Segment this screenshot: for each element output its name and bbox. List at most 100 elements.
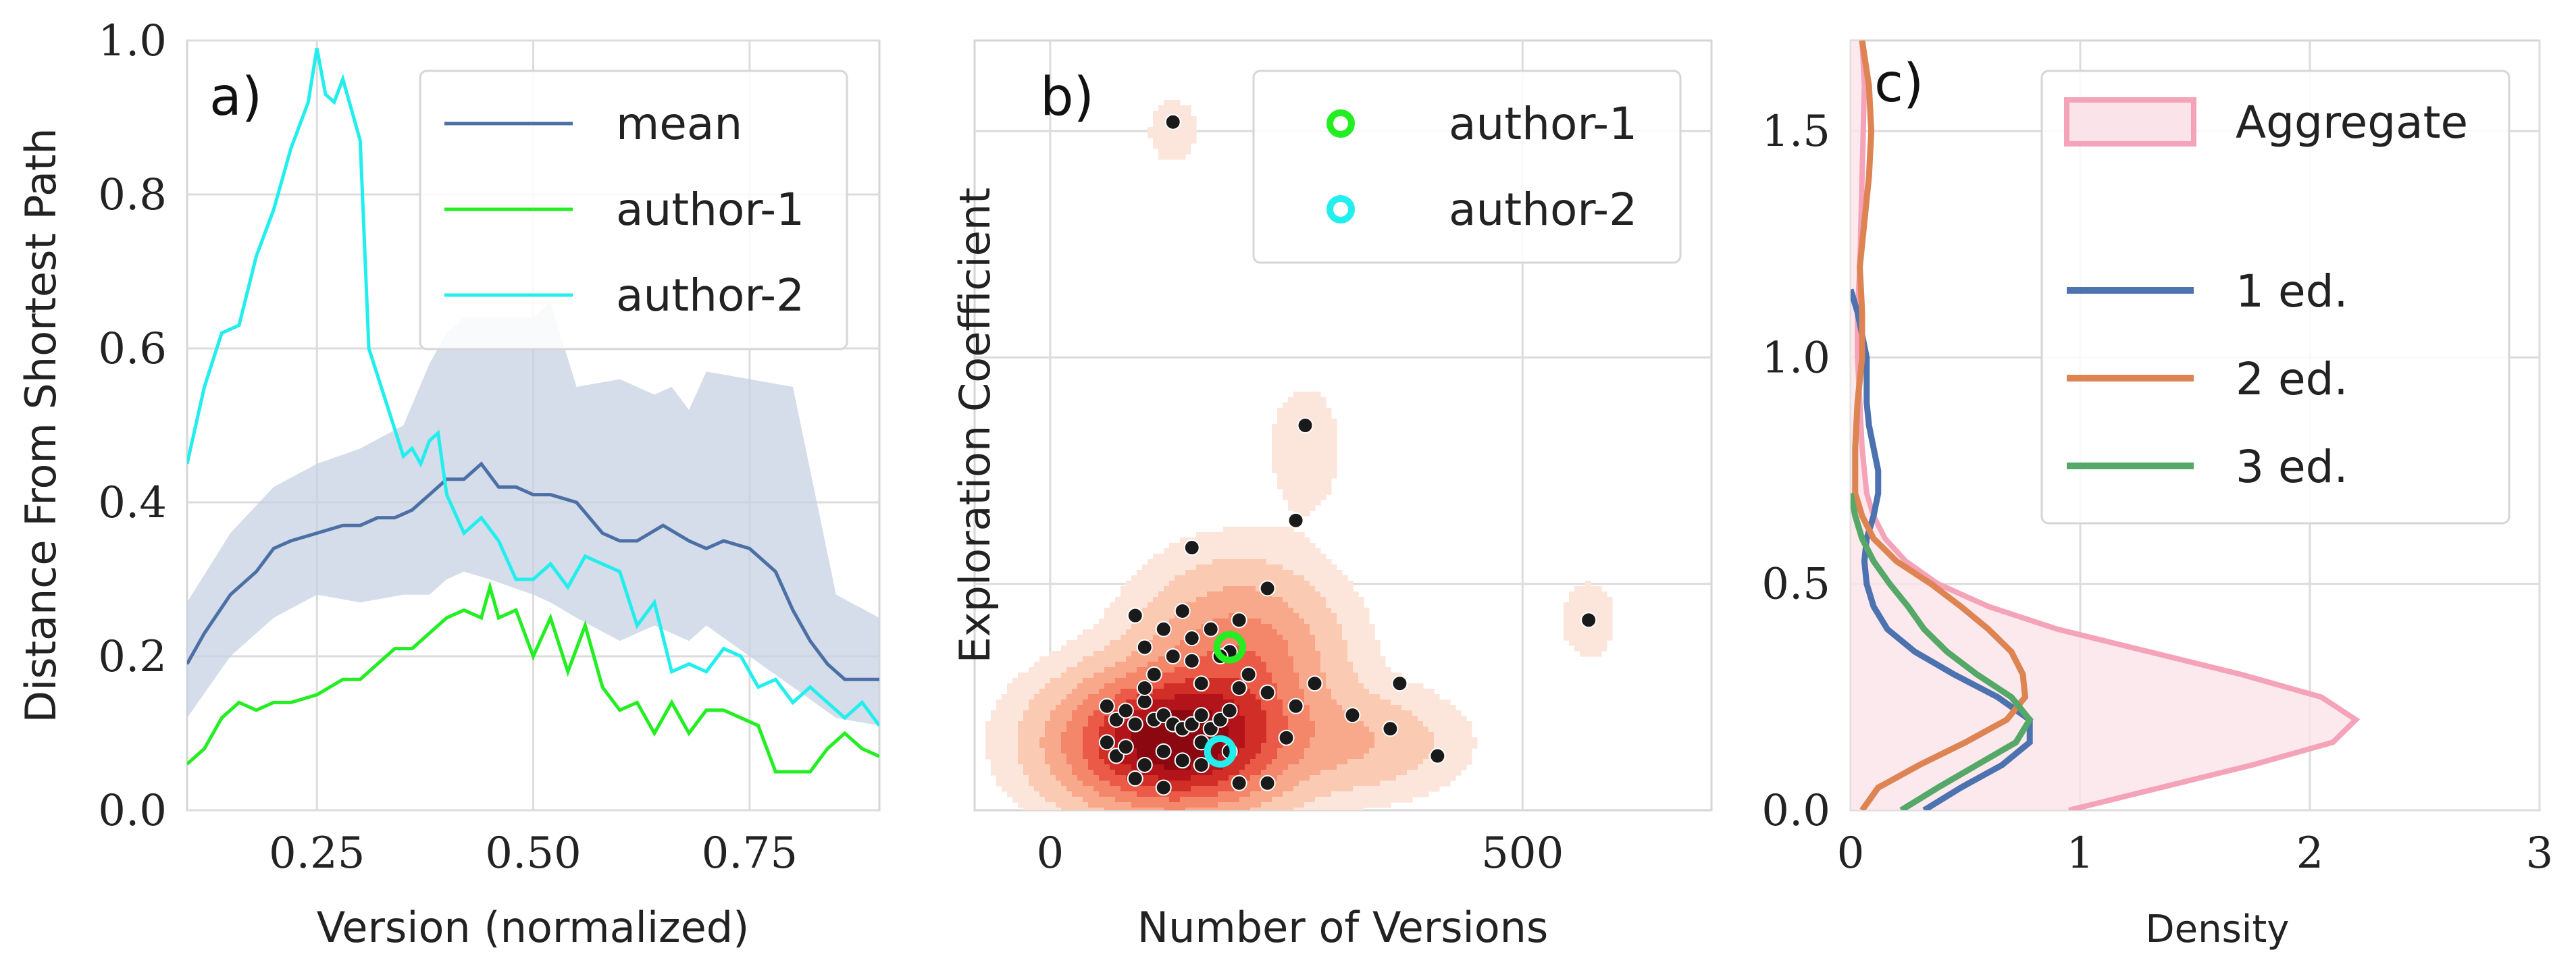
density-cell: [1034, 700, 1040, 706]
density-cell: [1104, 802, 1110, 808]
density-cell: [1418, 705, 1424, 711]
density-cell: [1353, 781, 1359, 787]
density-cell: [1164, 554, 1170, 560]
density-cell: [1391, 737, 1397, 743]
density-cell: [1018, 764, 1024, 770]
density-cell: [1315, 591, 1321, 598]
density-cell: [1304, 635, 1310, 641]
density-cell: [1223, 683, 1229, 689]
density-cell: [1277, 721, 1283, 727]
density-cell: [1331, 673, 1337, 679]
density-cell: [1007, 689, 1013, 695]
density-cell: [1223, 640, 1229, 646]
density-cell: [1283, 413, 1289, 419]
density-cell: [1320, 797, 1326, 803]
density-cell: [1466, 743, 1472, 749]
density-cell: [1331, 429, 1337, 436]
density-cell: [1245, 645, 1251, 652]
density-cell: [1293, 808, 1299, 810]
density-cell: [1326, 564, 1332, 571]
density-cell: [1380, 700, 1386, 706]
density-cell: [1283, 721, 1289, 727]
density-cell: [1428, 732, 1435, 738]
density-cell: [1353, 662, 1359, 668]
density-cell: [1461, 716, 1467, 722]
density-cell: [1256, 786, 1262, 792]
density-cell: [1239, 808, 1245, 810]
density-cell: [1185, 564, 1191, 571]
density-cell: [1250, 781, 1256, 787]
density-cell: [1320, 408, 1326, 414]
density-cell: [1050, 673, 1056, 679]
density-cell: [1148, 564, 1154, 571]
density-cell: [1585, 581, 1591, 587]
density-cell: [1153, 656, 1159, 662]
density-cell: [1072, 754, 1078, 760]
density-cell: [1223, 808, 1229, 810]
density-cell: [1158, 586, 1164, 592]
density-cell: [1369, 640, 1375, 646]
density-cell: [1326, 618, 1332, 625]
density-cell: [1061, 781, 1067, 787]
density-cell: [1428, 764, 1435, 770]
density-cell: [1283, 548, 1289, 554]
density-cell: [1320, 640, 1326, 646]
density-cell: [1434, 705, 1440, 711]
density-cell: [1358, 635, 1364, 641]
density-cell: [1374, 786, 1381, 792]
density-cell: [1293, 429, 1299, 436]
density-cell: [1320, 689, 1326, 695]
density-cell: [1326, 797, 1332, 803]
density-cell: [1234, 797, 1240, 803]
aggregate-density-line: [1855, 41, 2361, 810]
density-cell: [1358, 662, 1364, 668]
density-cell: [1380, 705, 1386, 711]
density-cell: [1374, 656, 1381, 662]
density-cell: [1180, 581, 1186, 587]
density-cell: [1266, 770, 1272, 776]
density-cell: [1353, 700, 1359, 706]
density-cell: [1077, 689, 1083, 695]
density-cell: [1250, 797, 1256, 803]
density-cell: [1358, 618, 1364, 625]
density-cell: [1191, 748, 1197, 754]
density-cell: [1245, 683, 1251, 689]
density-cell: [1374, 770, 1381, 776]
density-cell: [1272, 462, 1278, 468]
density-cell: [1250, 575, 1256, 581]
density-cell: [1229, 575, 1235, 581]
density-cell: [1374, 732, 1381, 738]
density-cell: [1288, 781, 1294, 787]
density-cell: [1407, 743, 1413, 749]
density-cell: [1223, 532, 1229, 538]
y-tick-label: 1.0: [1761, 333, 1830, 383]
density-cell: [1023, 770, 1029, 776]
density-cell: [1342, 581, 1348, 587]
density-cell: [1266, 645, 1272, 652]
density-cell: [1288, 786, 1294, 792]
density-cell: [1315, 570, 1321, 576]
density-cell: [1169, 543, 1175, 549]
density-cell: [1202, 667, 1208, 673]
density-cell: [1310, 397, 1316, 403]
density-cell: [1218, 786, 1224, 792]
density-cell: [1607, 602, 1613, 608]
density-cell: [1045, 808, 1051, 810]
density-cell: [1234, 548, 1240, 554]
density-cell: [1320, 494, 1326, 500]
density-cell: [1353, 732, 1359, 738]
density-cell: [1250, 732, 1256, 738]
density-cell: [1472, 743, 1478, 749]
density-cell: [1099, 721, 1105, 727]
density-cell: [1601, 597, 1607, 603]
density-cell: [1256, 770, 1262, 776]
density-cell: [1229, 716, 1235, 722]
density-cell: [1153, 602, 1159, 608]
density-cell: [1056, 797, 1062, 803]
density-cell: [1304, 748, 1310, 754]
density-cell: [1320, 564, 1326, 571]
density-cell: [1299, 618, 1305, 625]
scatter-point: [1259, 684, 1276, 701]
density-cell: [1369, 802, 1375, 808]
density-cell: [1202, 591, 1208, 598]
